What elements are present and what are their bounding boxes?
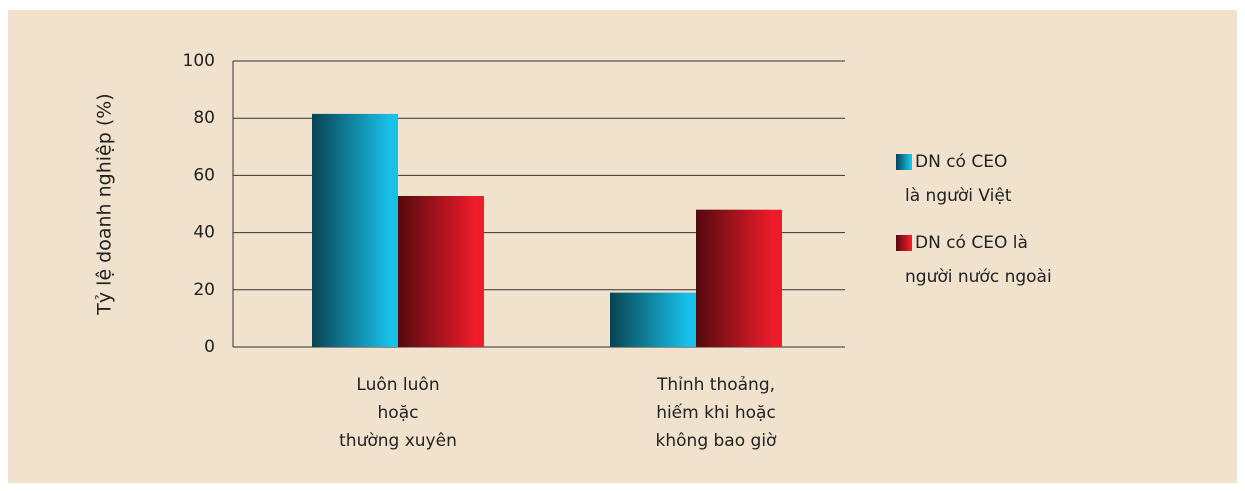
y-axis-title: Tỷ lệ doanh nghiệp (%) — [94, 93, 116, 315]
y-tick-label: 0 — [204, 337, 215, 357]
x-tick-label: không bao giờ — [656, 431, 778, 451]
y-tick-label: 80 — [193, 108, 215, 128]
y-tick-label: 20 — [193, 280, 215, 300]
bar — [696, 209, 782, 347]
legend-swatch-shade — [896, 154, 912, 170]
legend-label: DN có CEO — [915, 152, 1007, 172]
legend-label: DN có CEO là — [915, 233, 1028, 253]
legend-label: người nước ngoài — [905, 267, 1052, 287]
bar — [312, 113, 398, 347]
bar — [398, 195, 484, 347]
x-tick-label: Thỉnh thoảng, — [656, 375, 775, 395]
y-tick-label: 40 — [193, 223, 215, 243]
legend-label: là người Việt — [905, 186, 1012, 206]
x-tick-label: hiếm khi hoặc — [656, 402, 776, 423]
y-tick-label: 100 — [183, 51, 215, 71]
bar — [610, 292, 696, 347]
x-tick-label: Luôn luôn — [356, 375, 439, 395]
background — [8, 10, 1237, 483]
x-tick-label: thường xuyên — [339, 431, 457, 451]
y-tick-label: 60 — [193, 165, 215, 185]
x-tick-label: hoặc — [378, 403, 419, 423]
legend-swatch-shade — [896, 235, 912, 251]
